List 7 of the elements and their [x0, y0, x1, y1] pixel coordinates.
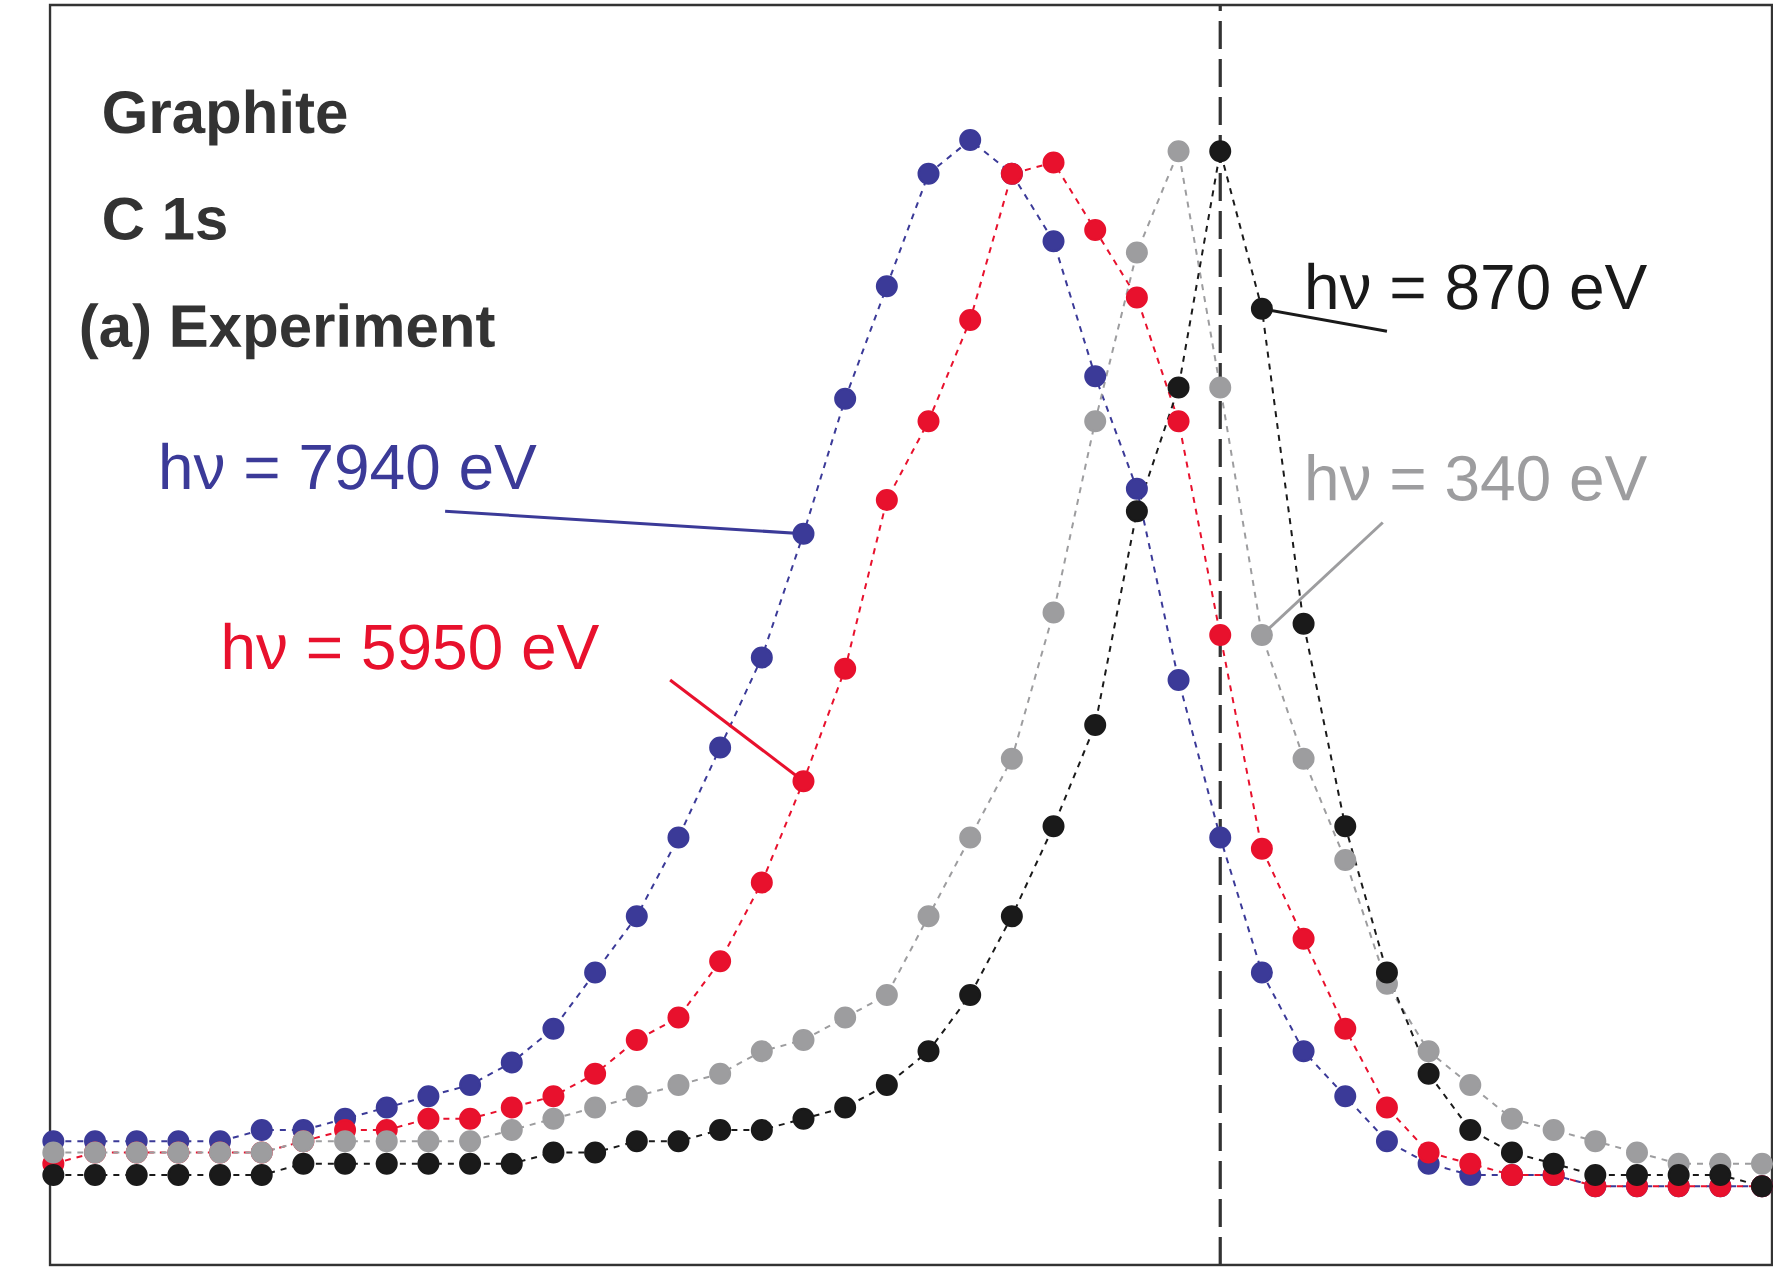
annotation: (a) Experiment — [81, 303, 495, 360]
series-label: hν = 340 eV — [1308, 454, 1647, 501]
annotation: C 1s — [104, 197, 226, 240]
annotation: Graphite — [104, 89, 347, 146]
text: hν = 5950 eV — [224, 622, 600, 670]
text: hν = 7940 eV — [162, 442, 537, 490]
legend-label: hν = 870 eV — [1308, 262, 1647, 310]
